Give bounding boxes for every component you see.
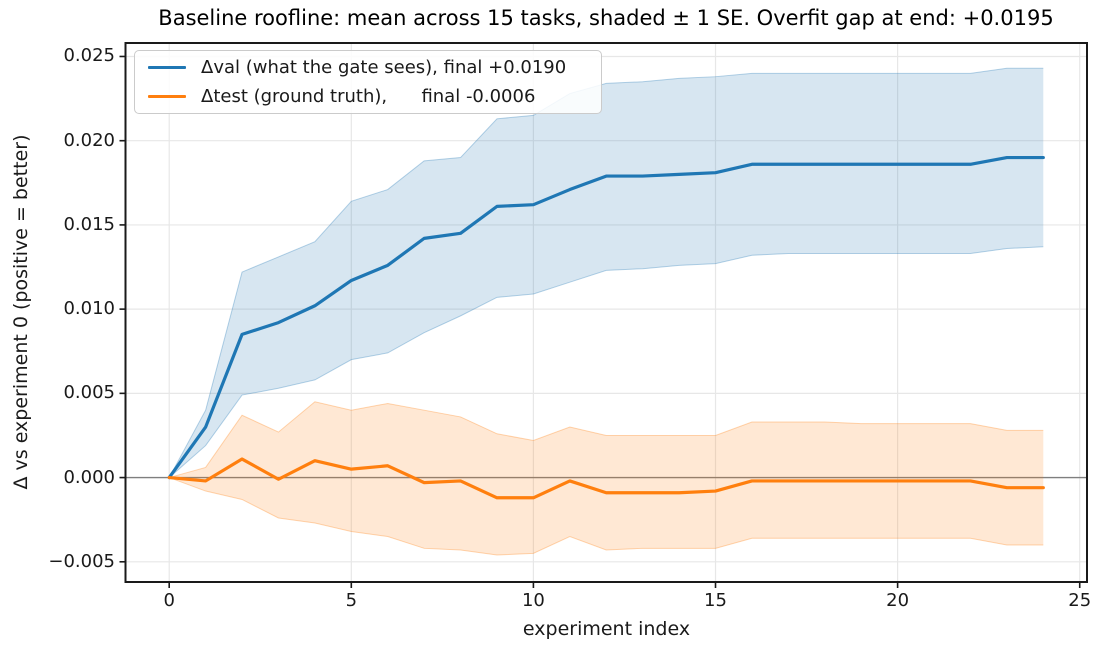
val-line	[167, 155, 1045, 480]
legend: Δval (what the gate sees), final +0.0190…	[134, 50, 602, 114]
x-tick-label: 15	[704, 590, 727, 611]
val-line-swatch	[148, 65, 186, 70]
x-tick-label: 5	[345, 590, 358, 611]
se-band-val	[169, 68, 1044, 478]
y-tick-label: 0.015	[63, 213, 115, 235]
y-tick-label: 0.000	[63, 466, 115, 488]
y-tick-label: 0.010	[63, 298, 115, 320]
legend-entry-val: Δval (what the gate sees), final +0.0190	[135, 55, 601, 80]
se-band-upper-edge	[169, 401, 1044, 479]
se-band-upper-edge	[168, 67, 1044, 478]
y-tick-label: 0.025	[63, 45, 115, 67]
x-tick-label: 20	[886, 590, 910, 611]
test-line	[167, 457, 1045, 500]
legend-entry-test: Δtest (ground truth), final -0.0006	[135, 84, 601, 109]
se-band-lower-edge	[168, 246, 1044, 478]
y-tick-label: −0.005	[48, 550, 115, 572]
y-tick-label: 0.020	[63, 129, 115, 151]
se-band-lower-edge	[169, 477, 1044, 556]
legend-label-test: Δtest (ground truth), final -0.0006	[201, 86, 536, 107]
se-band-test	[169, 401, 1044, 556]
legend-label-val: Δval (what the gate sees), final +0.0190	[201, 57, 567, 78]
test-line-swatch	[148, 94, 186, 99]
y-tick-label: 0.005	[63, 382, 115, 404]
x-tick-label: 0	[163, 590, 175, 611]
x-tick-label: 10	[521, 590, 545, 611]
x-tick-label: 25	[1068, 590, 1092, 611]
x-axis-label: experiment index	[522, 618, 691, 640]
chart-title: Baseline roofline: mean across 15 tasks,…	[158, 6, 1054, 30]
axes-frame	[124, 42, 1088, 583]
